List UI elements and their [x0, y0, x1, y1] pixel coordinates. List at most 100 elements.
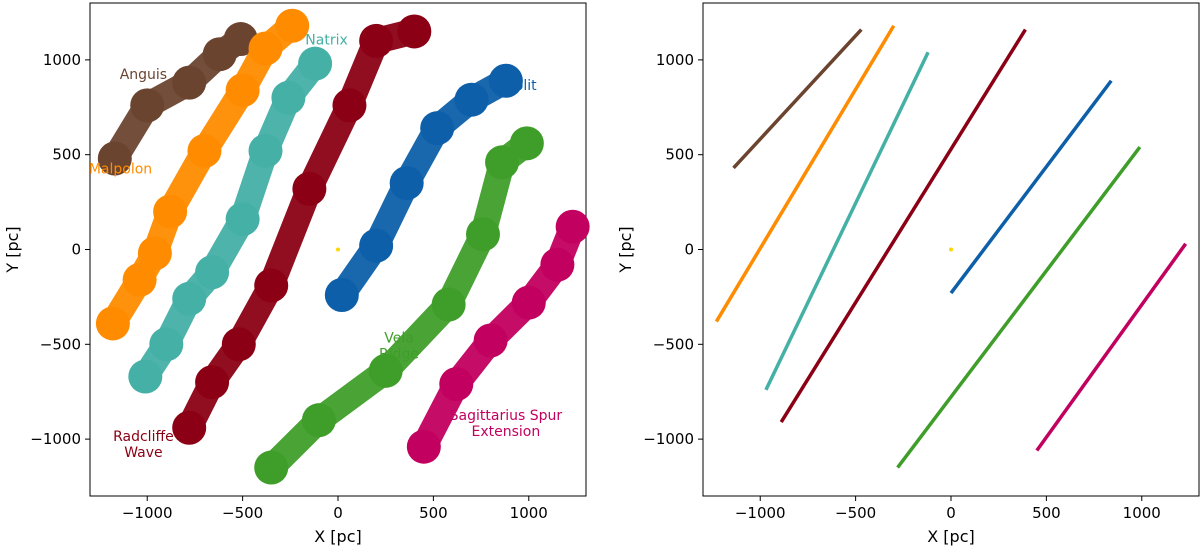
fit-line: [1035, 242, 1188, 452]
region-label-line: Natrix: [305, 33, 347, 49]
region-clump: [485, 145, 520, 180]
region-clump: [465, 217, 500, 252]
y-tick-label: −1000: [30, 430, 81, 448]
region-clump: [359, 228, 394, 263]
region-label: Vela Ridge: [379, 330, 419, 362]
region-label-line: Radcliffe: [113, 429, 174, 445]
region-label-line: Ridge: [379, 346, 419, 362]
region-label: Malpolon: [89, 162, 152, 178]
region-label-line: Anguis: [120, 67, 167, 83]
region-clump: [511, 285, 546, 320]
region-clump: [397, 14, 432, 49]
y-tick-label: 0: [684, 241, 694, 259]
region-clump: [122, 262, 157, 297]
y-tick-label: −500: [40, 335, 81, 353]
region-label: Anguis: [120, 67, 167, 83]
region-label-line: Split: [506, 78, 538, 94]
region-label: Radcliffe Wave: [113, 429, 174, 461]
region-clump: [555, 209, 590, 244]
fit-line: [764, 51, 930, 391]
x-tick-label: −500: [222, 504, 263, 522]
x-tick-label: 500: [1032, 504, 1061, 522]
region-label-line: Extension: [472, 424, 541, 440]
y-tick-label: 500: [665, 146, 694, 164]
region-clump: [225, 73, 260, 108]
region-clump: [195, 365, 230, 400]
y-tick-label: −500: [653, 335, 694, 353]
region-clump: [172, 65, 207, 100]
region-label-line: Vela: [384, 330, 414, 346]
region-clump: [153, 194, 188, 229]
x-tick-label: 0: [333, 504, 343, 522]
region-label: Sagittarius Spur Extension: [450, 408, 563, 440]
region-clump: [97, 141, 132, 176]
y-axis-label: Y [pc]: [616, 226, 635, 273]
x-axis-label: X [pc]: [314, 527, 361, 546]
panel-left-region-map: −1000 −500 0 500 1000 −1000 −500 0 500 1000 X [pc]…: [3, 2, 590, 546]
region-radcliffe-wave: [172, 14, 432, 445]
region-clump: [509, 126, 544, 161]
region-clump: [254, 268, 289, 303]
region-clump: [368, 353, 403, 388]
region-split: [324, 63, 523, 313]
region-clump: [225, 202, 260, 237]
region-clump: [128, 359, 163, 394]
y-tick-label: 1000: [43, 51, 81, 69]
region-clump: [301, 403, 336, 438]
region-clump: [195, 255, 230, 290]
region-clump: [172, 410, 207, 445]
fit-line: [732, 28, 863, 170]
x-axis-label: X [pc]: [927, 527, 974, 546]
y-tick-label: 1000: [656, 51, 694, 69]
x-tick-label: −500: [835, 504, 876, 522]
x-tick-label: −1000: [735, 504, 786, 522]
region-clump: [389, 166, 424, 201]
region-label: Split: [506, 78, 538, 94]
fit-line: [949, 79, 1113, 295]
region-anguis: [97, 22, 258, 176]
region-clump: [137, 236, 172, 271]
region-clump: [248, 31, 283, 66]
region-clump: [221, 327, 256, 362]
region-natrix: [128, 46, 333, 394]
region-clump: [324, 278, 359, 313]
region-clump: [298, 46, 333, 81]
region-clump: [473, 323, 508, 358]
x-tick-label: 500: [419, 504, 448, 522]
x-tick-label: −1000: [122, 504, 173, 522]
region-label-line: Wave: [124, 445, 162, 461]
region-clump: [248, 133, 283, 168]
fit-line: [714, 24, 896, 323]
region-clump: [275, 8, 310, 43]
x-tick-label: 1000: [510, 504, 548, 522]
region-clump: [172, 281, 207, 316]
region-clump: [149, 327, 184, 362]
x-tick-label: 1000: [1123, 504, 1161, 522]
region-malpolon: [95, 8, 310, 341]
fit-line: [779, 28, 1027, 423]
panel-right-fitted-lines: −1000 −500 0 500 1000 −1000 −500 0 500 1000 X [pc]…: [616, 2, 1200, 546]
y-axis-label: Y [pc]: [3, 226, 22, 273]
region-clump: [359, 23, 394, 58]
region-clump: [454, 82, 489, 117]
region-clump: [540, 247, 575, 282]
sun-marker: [949, 247, 953, 252]
x-tick-label: 0: [946, 504, 956, 522]
region-vela-ridge: [254, 126, 544, 485]
region-clump: [488, 63, 523, 98]
region-clump: [332, 88, 367, 123]
region-sagittarius-spur-extension: [406, 209, 590, 464]
region-clump: [420, 111, 455, 146]
region-clump: [439, 367, 474, 402]
region-clump: [431, 287, 466, 322]
y-tick-label: −1000: [643, 430, 694, 448]
region-label-line: Malpolon: [89, 162, 152, 178]
region-clump: [292, 171, 327, 206]
sun-marker: [336, 247, 340, 252]
region-clump: [254, 450, 289, 485]
region-clump: [95, 306, 130, 341]
fit-line: [896, 146, 1142, 469]
region-label: Natrix: [305, 33, 347, 49]
